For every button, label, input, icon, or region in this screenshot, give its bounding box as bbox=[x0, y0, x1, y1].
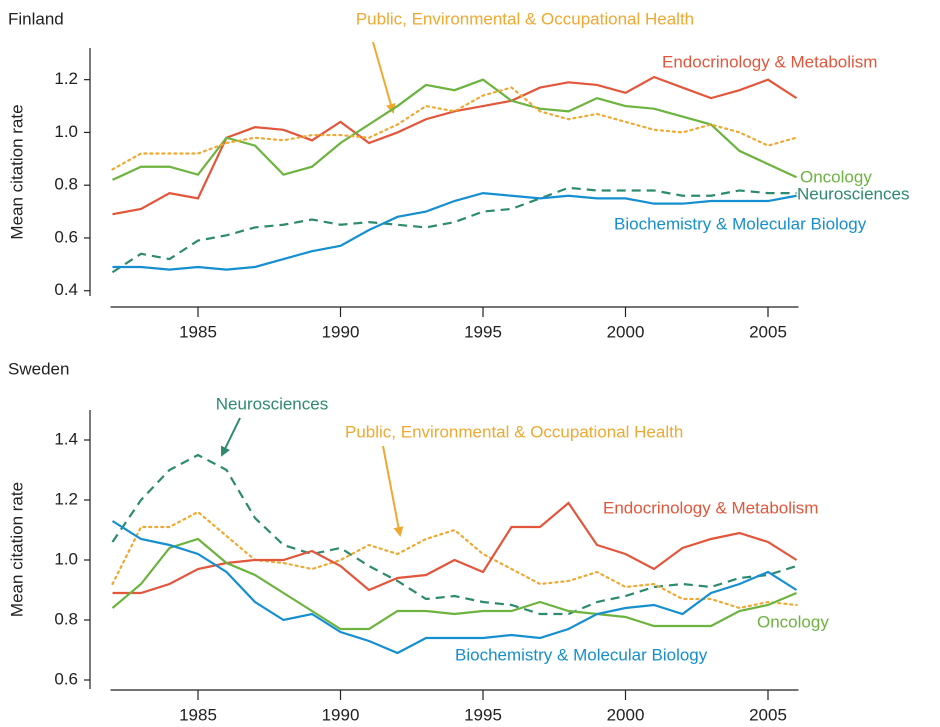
series-line bbox=[111, 510, 798, 610]
x-tick-label: 2005 bbox=[749, 322, 787, 341]
y-axis-label: Mean citation rate bbox=[7, 482, 26, 617]
x-tick-label: 2000 bbox=[607, 705, 645, 724]
series-label: Biochemistry & Molecular Biology bbox=[455, 645, 708, 664]
series-line bbox=[111, 520, 798, 655]
x-tick-label: 1990 bbox=[322, 322, 360, 341]
y-tick-label: 0.8 bbox=[54, 175, 78, 194]
x-tick-label: 1995 bbox=[464, 705, 502, 724]
series-label: Neurosciences bbox=[797, 184, 909, 203]
y-tick-label: 1.0 bbox=[54, 549, 78, 568]
y-tick-label: 1.0 bbox=[54, 122, 78, 141]
series-label: Neurosciences bbox=[216, 394, 328, 413]
series-line bbox=[112, 191, 797, 271]
series-line bbox=[112, 78, 797, 181]
x-tick-label: 2000 bbox=[607, 322, 645, 341]
series-label: Endocrinology & Metabolism bbox=[603, 498, 818, 517]
panel-title: Finland bbox=[8, 9, 64, 28]
x-tick-label: 1985 bbox=[179, 705, 217, 724]
y-axis-label: Mean citation rate bbox=[7, 104, 26, 239]
series-line bbox=[111, 453, 797, 616]
y-tick-label: 0.6 bbox=[54, 669, 78, 688]
y-tick-label: 1.2 bbox=[54, 489, 78, 508]
series-line bbox=[111, 86, 798, 171]
series-line bbox=[112, 75, 798, 216]
x-tick-label: 2005 bbox=[749, 705, 787, 724]
x-tick-label: 1985 bbox=[179, 322, 217, 341]
series-label: Biochemistry & Molecular Biology bbox=[614, 214, 867, 233]
x-tick-label: 1995 bbox=[464, 322, 502, 341]
y-tick-label: 0.6 bbox=[54, 227, 78, 246]
y-tick-label: 0.4 bbox=[54, 280, 78, 299]
annotation-arrow bbox=[221, 417, 241, 457]
series-label: Oncology bbox=[800, 167, 872, 186]
series-label: Public, Environmental & Occupational Hea… bbox=[345, 422, 683, 441]
series-line bbox=[111, 186, 797, 274]
annotation-arrow bbox=[382, 445, 404, 537]
annotation-arrow bbox=[372, 41, 396, 114]
series-label: Oncology bbox=[757, 612, 829, 631]
y-tick-label: 1.2 bbox=[54, 69, 78, 88]
series-label: Endocrinology & Metabolism bbox=[662, 52, 877, 71]
panel-title: Sweden bbox=[8, 359, 69, 378]
y-tick-label: 0.8 bbox=[54, 609, 78, 628]
series-line bbox=[111, 537, 797, 631]
x-tick-label: 1990 bbox=[322, 705, 360, 724]
series-label: Public, Environmental & Occupational Hea… bbox=[356, 9, 694, 28]
y-tick-label: 1.4 bbox=[54, 429, 78, 448]
